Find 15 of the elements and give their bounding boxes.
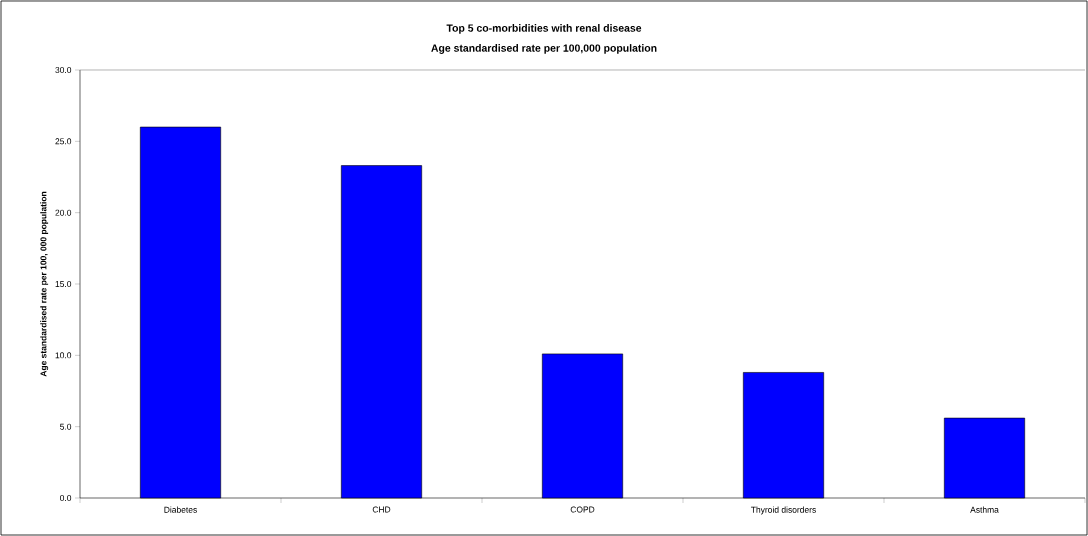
y-axis-title: Age standardised rate per 100, 000 population (40, 191, 49, 377)
y-tick-label: 10.0 (55, 352, 72, 359)
y-tick-label: 15.0 (55, 281, 72, 287)
x-tick-label: Diabetes (164, 506, 197, 513)
y-tick-label: 5.0 (60, 423, 72, 430)
x-tick-label: COPD (570, 506, 595, 513)
x-tick-label: CHD (372, 506, 391, 513)
y-tick-label: 25.0 (55, 138, 72, 145)
chart-subtitle: Age standardised rate per 100,000 population (431, 44, 657, 54)
y-tick-label: 30.0 (55, 67, 72, 73)
chart-title: Top 5 co-morbidities with renal disease (446, 24, 642, 34)
x-tick-label: Asthma (970, 506, 999, 513)
x-tick-label: Thyroid disorders (750, 506, 816, 515)
y-tick-label: 0.0 (60, 495, 72, 501)
y-tick-label: 20.0 (55, 209, 72, 216)
